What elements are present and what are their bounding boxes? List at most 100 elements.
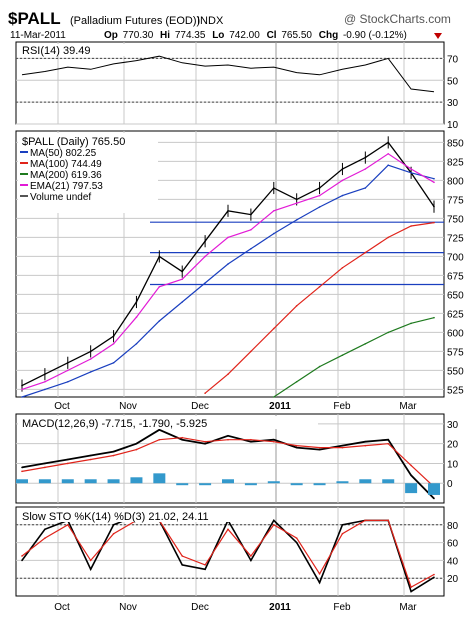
month-label: Feb	[333, 602, 351, 613]
ma-100--line	[204, 222, 435, 394]
-d-point	[272, 524, 275, 526]
macd-point	[318, 448, 321, 451]
ema-21--point	[364, 168, 367, 170]
chg-label: Chg	[319, 30, 338, 41]
ema-21--point	[204, 255, 206, 258]
macd-histogram-bar	[267, 481, 280, 484]
macd-histogram-bar	[382, 479, 395, 484]
price-title: $PALL (Daily) 765.50	[22, 136, 125, 148]
signal-point	[250, 438, 252, 441]
ma-200--point	[341, 354, 344, 357]
macd-point	[295, 446, 298, 449]
-k-point	[21, 559, 23, 562]
-pall-point	[181, 270, 184, 273]
y-tick-label: 80	[447, 521, 459, 532]
-d-point	[433, 573, 435, 576]
macd-point	[250, 440, 252, 443]
y-tick-label: 70	[447, 54, 459, 65]
sto-title: Slow STO %K(14) %D(3) 21.02, 24.11	[22, 511, 209, 523]
ma-50--point	[112, 362, 115, 364]
y-tick-label: 10	[447, 459, 459, 470]
y-tick-label: 30	[447, 98, 459, 109]
-k-line	[21, 515, 435, 593]
macd-title-label: MACD(12,26,9) -7.715, -1.790, -5.925	[22, 418, 207, 430]
-pall-point	[272, 187, 275, 189]
macd-point	[158, 429, 161, 431]
-k-point	[295, 541, 298, 544]
lo-value: 742.00	[229, 30, 260, 41]
signal-point	[21, 470, 23, 473]
y-tick-label: 675	[447, 271, 464, 282]
y-tick-label: 850	[447, 138, 464, 149]
header-date: 11-Mar-2011	[10, 30, 66, 41]
macd-point	[112, 450, 115, 453]
y-tick-label: 575	[447, 347, 464, 358]
month-label: 2011	[269, 602, 291, 613]
signal-point	[44, 466, 46, 469]
-pall-point	[44, 373, 46, 376]
signal-point	[112, 454, 115, 457]
ma-50--point	[181, 301, 184, 303]
y-tick-label: 725	[447, 233, 464, 244]
-k-point	[250, 559, 252, 562]
ema-21--point	[272, 210, 275, 212]
ma-200--point	[318, 365, 321, 368]
-d-point	[44, 537, 46, 539]
month-label: Feb	[333, 401, 351, 412]
ema-21--point	[112, 343, 115, 345]
ma-50--point	[21, 396, 23, 398]
ma-50--point	[204, 282, 206, 284]
macd-histogram-bar	[130, 477, 143, 484]
ema-21--point	[387, 153, 390, 155]
signal-point	[135, 448, 138, 451]
-pall-point	[364, 156, 367, 159]
signal-point	[295, 444, 298, 447]
-pall-point	[89, 350, 92, 353]
macd-histogram-bar	[84, 479, 97, 484]
-pall-point	[204, 240, 206, 242]
-k-point	[181, 564, 184, 566]
ema-21--point	[89, 358, 92, 360]
ma-100--point	[318, 286, 321, 288]
macd-histogram-bar	[428, 483, 440, 495]
macd-histogram-bar	[244, 483, 257, 486]
signal-point	[181, 436, 184, 439]
ma-50--point	[364, 187, 367, 189]
legend-entry: MA(200) 619.36	[30, 170, 102, 181]
-d-point	[364, 519, 367, 522]
y-tick-label: 800	[447, 176, 464, 187]
-k-point	[112, 524, 115, 526]
macd-histogram-bar	[176, 483, 189, 486]
y-tick-label: 30	[447, 420, 459, 431]
op-value: 770.30	[123, 30, 154, 41]
macd-point	[272, 438, 275, 441]
y-tick-label: 20	[447, 440, 459, 451]
-d-point	[181, 555, 184, 557]
y-tick-label: 700	[447, 252, 464, 263]
signal-point	[272, 440, 275, 443]
ma-50--point	[410, 172, 412, 174]
y-tick-label: 775	[447, 195, 464, 206]
macd-histogram-bar	[153, 473, 166, 484]
-d-point	[318, 572, 321, 575]
signal-point	[387, 442, 390, 445]
ema-21--point	[250, 229, 252, 231]
macd-point	[89, 454, 92, 457]
ema-21--point	[227, 236, 229, 239]
op-label: Op	[104, 30, 118, 41]
-d-point	[387, 519, 390, 522]
-d-point	[227, 528, 229, 531]
y-tick-label: 650	[447, 290, 464, 301]
signal-point	[66, 462, 69, 465]
signal-point	[410, 464, 412, 467]
y-tick-label: 0	[447, 479, 453, 490]
ma-100--point	[227, 373, 229, 376]
ma-200--point	[272, 396, 275, 398]
ma-50--point	[295, 219, 298, 221]
macd-point	[21, 466, 23, 469]
month-label: Nov	[119, 401, 137, 412]
-k-point	[272, 519, 275, 522]
macd-title: MACD(12,26,9) -7.715, -1.790, -5.925	[22, 418, 207, 430]
header-brand: @ StockCharts.com	[344, 12, 451, 26]
